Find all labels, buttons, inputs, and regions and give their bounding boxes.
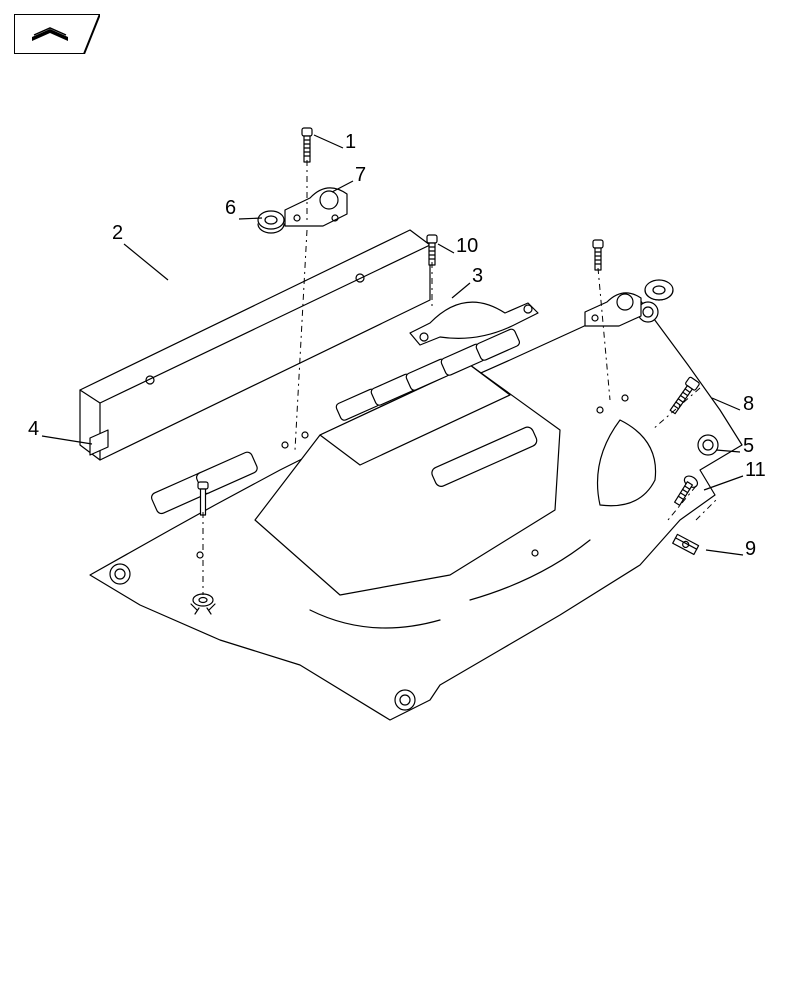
callout-3: 3 <box>472 265 483 288</box>
callout-4: 4 <box>28 418 39 441</box>
callout-9: 9 <box>745 538 756 561</box>
clamp-bracket <box>410 302 538 345</box>
callout-10: 10 <box>456 235 478 258</box>
callout-2: 2 <box>112 222 123 245</box>
callout-1: 1 <box>345 131 356 154</box>
callout-6: 6 <box>225 197 236 220</box>
callout-11: 11 <box>745 459 766 482</box>
bolt-1 <box>302 128 312 162</box>
bolt-right <box>593 240 603 270</box>
clip-9 <box>673 534 699 554</box>
mount-bracket-right <box>585 280 673 326</box>
exploded-view <box>0 0 812 1000</box>
washer-6 <box>258 211 284 233</box>
callout-8: 8 <box>743 393 754 416</box>
callout-7: 7 <box>355 164 366 187</box>
diagram-page: 1 7 6 2 10 3 4 8 5 11 9 <box>0 0 812 1000</box>
mount-bracket-7 <box>285 188 347 226</box>
bolt-10 <box>427 235 437 265</box>
callout-5: 5 <box>743 435 754 458</box>
